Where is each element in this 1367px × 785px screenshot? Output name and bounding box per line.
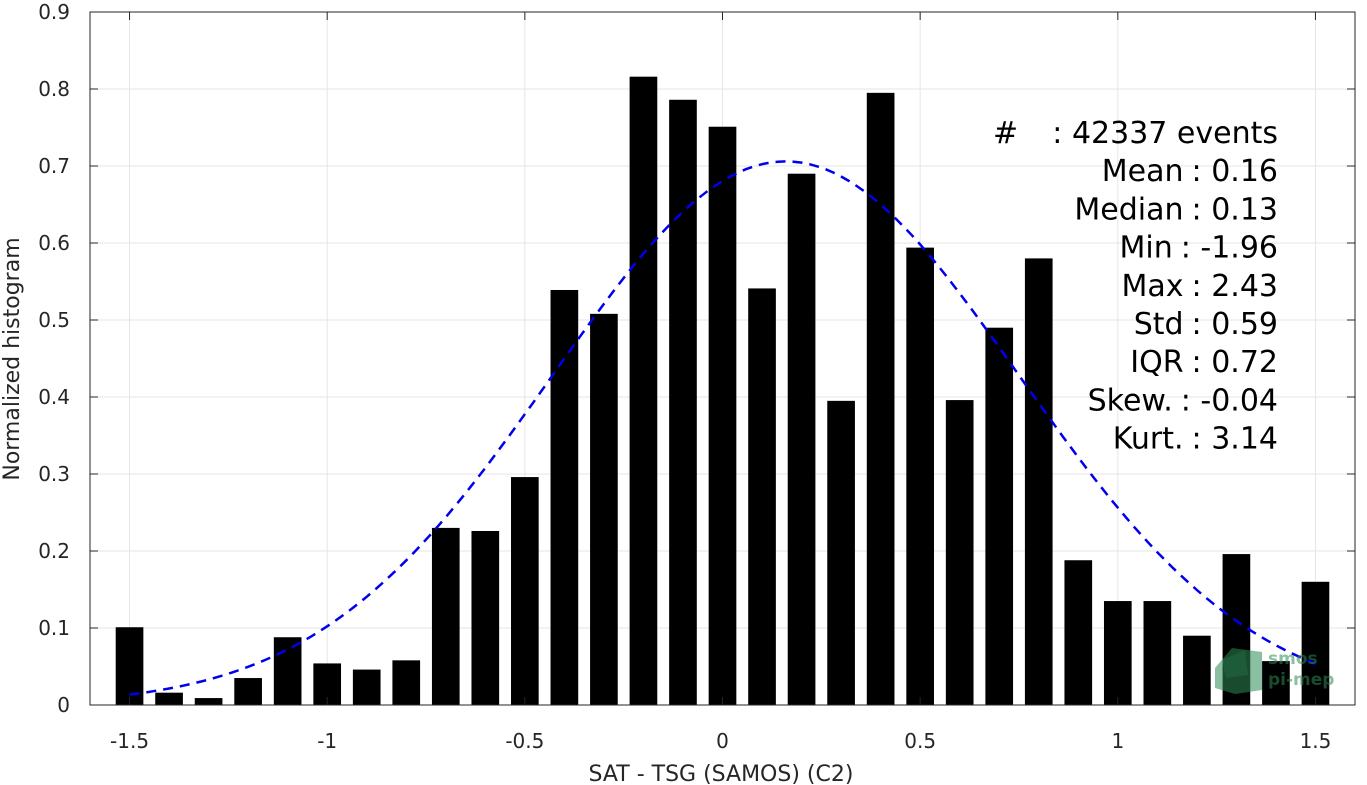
x-tick-label: 0 (716, 729, 729, 753)
histogram-bar (392, 660, 421, 705)
stat-value: : 42337 events (1052, 116, 1278, 151)
histogram-bar (1262, 661, 1290, 705)
y-tick-label: 0.9 (38, 0, 70, 24)
y-axis-label: Normalized histogram (0, 237, 25, 480)
histogram-bar (590, 313, 618, 705)
histogram-bar (511, 477, 539, 705)
histogram-bar (273, 637, 302, 705)
x-tick-labels: -1.5 -1 -0.5 0 0.5 1 1.5 (110, 729, 1331, 753)
stat-label: Max (1122, 269, 1184, 304)
y-tick-label: 0.7 (38, 154, 70, 178)
histogram-bar (748, 288, 776, 705)
axes (89, 11, 1356, 706)
y-tick-label: 0.6 (38, 231, 70, 255)
histogram-bar (155, 692, 183, 705)
histogram-bar (1143, 601, 1172, 705)
y-tick-label: 0.8 (38, 77, 70, 101)
stat-value: : -0.04 (1181, 383, 1278, 418)
watermark: smos pi-mep (1215, 648, 1334, 694)
stat-label: Min (1120, 231, 1173, 266)
histogram-bar (985, 327, 1014, 705)
histogram-bar (787, 173, 816, 705)
y-tick-label: 0.4 (38, 385, 70, 409)
x-tick-label: -1 (317, 729, 337, 753)
x-tick-label: -0.5 (505, 729, 544, 753)
histogram-bar (431, 527, 460, 705)
histogram-bars (115, 76, 1330, 706)
normal-fit (129, 160, 1316, 696)
stat-label: Kurt. (1113, 422, 1184, 457)
histogram-bar (1064, 560, 1093, 705)
stat-label: IQR (1130, 345, 1183, 380)
histogram-bar (827, 400, 855, 705)
stat-value: : 0.13 (1192, 192, 1278, 227)
stat-label: Mean (1102, 154, 1184, 189)
histogram-bar (1183, 635, 1211, 705)
histogram-bar (945, 400, 974, 705)
histogram-bar (550, 289, 579, 705)
histogram-bar (906, 247, 934, 705)
x-axis-label: SAT - TSG (SAMOS) (C2) (589, 762, 854, 785)
histogram-bar (1103, 601, 1132, 705)
stat-label: Std (1134, 307, 1184, 342)
y-tick-label: 0.2 (38, 539, 70, 563)
histogram-bar (629, 76, 658, 706)
stat-value: : 0.72 (1192, 345, 1278, 380)
histogram-bar (194, 698, 223, 705)
watermark-line2: pi-mep (1268, 670, 1334, 690)
y-tick-label: 0 (57, 693, 70, 717)
y-tick-labels: 0 0.1 0.2 0.3 0.4 0.5 0.6 0.7 0.8 0.9 (38, 0, 70, 717)
histogram-bar (1024, 258, 1053, 705)
x-tick-label: 1 (1111, 729, 1124, 753)
stat-value: : 0.16 (1192, 154, 1278, 189)
histogram-bar (708, 126, 737, 706)
histogram-bar (1301, 581, 1330, 705)
y-tick-label: 0.5 (38, 308, 70, 332)
stat-label: # (993, 116, 1018, 151)
stat-label: Median (1074, 192, 1183, 227)
stat-value: : 2.43 (1192, 269, 1278, 304)
normal-fit-curve (129, 160, 1316, 696)
histogram-bar (866, 92, 895, 706)
stat-value: : 0.59 (1192, 307, 1278, 342)
stat-value: : 3.14 (1192, 422, 1278, 457)
histogram-bar (234, 678, 262, 705)
y-tick-label: 0.1 (38, 616, 70, 640)
smos-logo-icon (1215, 648, 1262, 694)
stat-value: : -1.96 (1181, 231, 1278, 266)
x-tick-label: -1.5 (110, 729, 149, 753)
histogram-bar (352, 669, 381, 705)
histogram-bar (115, 627, 144, 705)
y-tick-label: 0.3 (38, 462, 70, 486)
x-tick-label: 1.5 (1300, 729, 1332, 753)
histogram-bar (471, 530, 500, 705)
x-tick-label: 0.5 (904, 729, 936, 753)
stat-label: Skew. (1088, 383, 1173, 418)
watermark-line1: smos (1268, 649, 1318, 669)
histogram-bar (669, 99, 697, 705)
